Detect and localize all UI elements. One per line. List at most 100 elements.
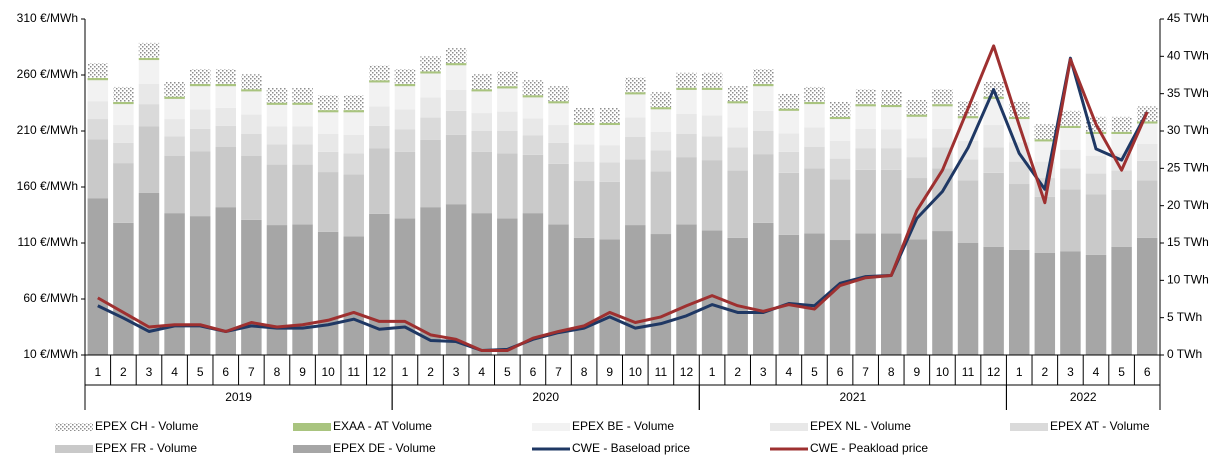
bar-segment [829, 240, 851, 355]
legend-label: EPEX AT - Volume [1050, 419, 1150, 433]
bar-segment [855, 104, 876, 107]
bar-segment [753, 222, 774, 355]
bar-segment [241, 89, 262, 92]
y-tick-label: 160 €/MWh [17, 179, 78, 193]
legend-swatch [770, 423, 808, 431]
bar-segment [548, 101, 569, 104]
bar-segment [1085, 254, 1107, 355]
bar-segment [906, 114, 928, 117]
bar-segment [1085, 131, 1107, 134]
bar-segment [778, 234, 800, 355]
bar-segment [343, 112, 364, 135]
x-tick-label: 2 [734, 365, 741, 379]
bar-segment [599, 145, 620, 163]
bar-segment [394, 83, 416, 87]
bar-segment [1034, 139, 1056, 142]
y2-tick-label: 20 TWh [1167, 198, 1209, 212]
bar-segment [676, 224, 697, 355]
bar-segment [983, 246, 1004, 355]
bar-segment [906, 157, 928, 179]
bar-segment [727, 86, 748, 102]
bar-segment [804, 168, 825, 234]
bar-segment [625, 159, 646, 226]
bar-segment [1085, 194, 1107, 255]
bar-segment [420, 117, 441, 140]
bar-segment [241, 74, 262, 90]
y-tick-label: 110 €/MWh [18, 235, 78, 249]
x-tick-label: 4 [1093, 365, 1100, 379]
bar-segment [113, 163, 134, 223]
bar-segment [215, 69, 237, 84]
x-tick-label: 12 [987, 365, 1001, 379]
y-tick-label: 310 €/MWh [17, 11, 78, 25]
bar-segment [804, 104, 825, 128]
bar-segment [113, 125, 134, 143]
x-tick-label: 6 [1144, 365, 1151, 379]
bar-segment [778, 133, 800, 152]
bar-segment [778, 93, 800, 109]
bar-segment [266, 144, 288, 165]
bar-segment [1136, 160, 1158, 181]
bar-segment [727, 127, 748, 148]
bar-segment [292, 87, 313, 103]
bar-segment [625, 136, 646, 160]
bar-segment [829, 140, 851, 159]
bar-segment [804, 101, 825, 105]
bar-segment [753, 83, 774, 87]
bar-segment [932, 104, 953, 107]
bar-segment [676, 133, 697, 158]
bar-segment [778, 108, 800, 111]
bar-segment [881, 233, 902, 355]
bar-segment [189, 151, 211, 217]
y2-tick-label: 0 TWh [1167, 347, 1202, 361]
x-tick-label: 9 [914, 365, 921, 379]
bar-segment [113, 86, 134, 102]
year-label: 2021 [840, 390, 867, 404]
bar-segment [855, 89, 876, 105]
bar-segment [548, 125, 569, 143]
y2-tick-label: 35 TWh [1167, 86, 1209, 100]
bar-segment [1136, 123, 1158, 144]
year-label: 2019 [225, 390, 252, 404]
x-tick-label: 3 [760, 365, 767, 379]
legend-swatch [55, 445, 93, 453]
legend-label: EPEX FR - Volume [95, 441, 197, 455]
bar-segment [906, 239, 928, 355]
bar-segment [522, 213, 544, 355]
bar-segment [87, 139, 109, 199]
x-tick-label: 2 [120, 365, 127, 379]
bar-segment [138, 57, 160, 61]
bar-segment [471, 151, 492, 214]
x-tick-label: 3 [453, 365, 460, 379]
bar-segment [87, 80, 109, 102]
bar-segment [164, 155, 185, 214]
bar-segment [87, 119, 109, 140]
bar-segment [1111, 170, 1132, 190]
bar-segment [394, 69, 416, 84]
bar-segment [497, 88, 518, 112]
bar-segment [573, 144, 595, 162]
bar-segment [138, 60, 160, 84]
x-tick-label: 11 [655, 365, 668, 379]
bar-segment [548, 142, 569, 164]
bar-segment [599, 107, 620, 123]
bar-segment [497, 71, 518, 87]
legend-label: EXAA - AT Volume [333, 419, 432, 433]
bar-segment [1008, 249, 1030, 355]
bar-segment [241, 114, 262, 134]
bar-segment [906, 138, 928, 158]
bar-segment [1085, 155, 1107, 174]
x-tick-label: 5 [504, 365, 511, 379]
bar-segment [113, 104, 134, 126]
x-tick-label: 11 [348, 365, 361, 379]
x-tick-label: 5 [197, 365, 204, 379]
bar-segment [189, 109, 211, 129]
bar-segment [369, 80, 390, 83]
x-tick-label: 5 [1118, 365, 1125, 379]
bar-segment [804, 146, 825, 169]
bar-segment [1060, 189, 1081, 252]
x-tick-label: 10 [936, 365, 950, 379]
bar-segment [701, 89, 723, 116]
bar-segment [241, 219, 262, 355]
